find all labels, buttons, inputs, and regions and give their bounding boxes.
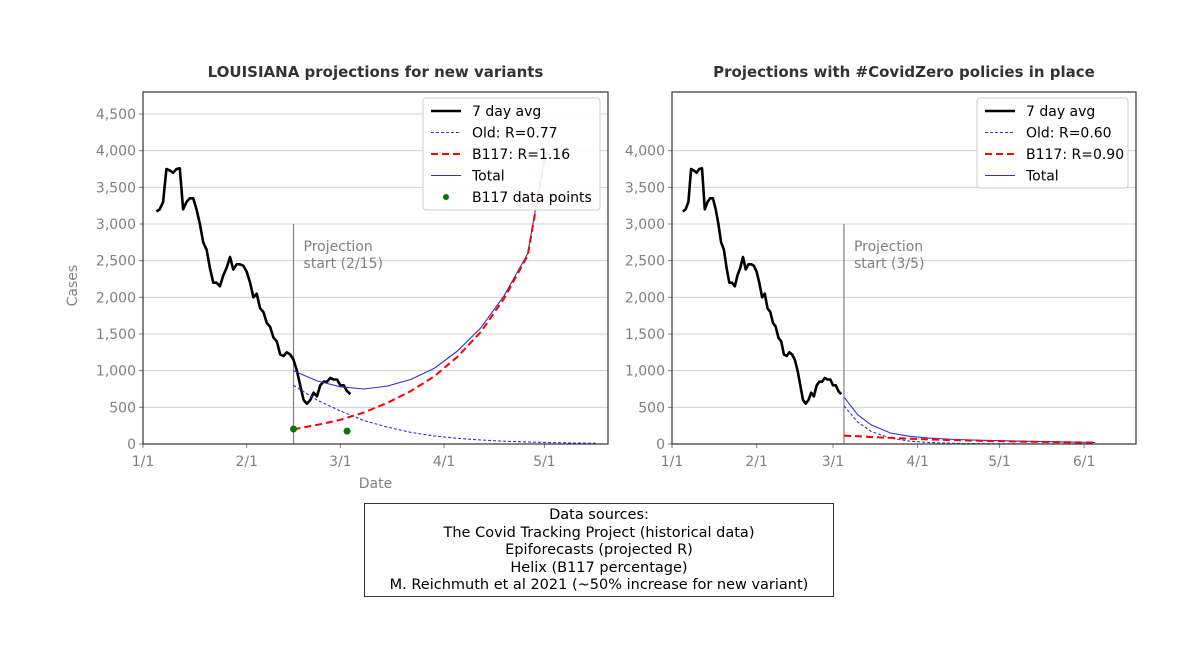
- chart-title: LOUISIANA projections for new variants: [208, 63, 544, 81]
- plot-frame: [142, 91, 609, 445]
- data-point: [343, 427, 351, 435]
- series-7-day-avg-line: [155, 167, 352, 405]
- projection-start-label: Projection: [854, 239, 923, 255]
- source-line: Epiforecasts (projected R): [505, 542, 693, 558]
- y-tick-label: 2,000: [625, 290, 665, 306]
- legend-entry: B117: R=1.16: [472, 147, 570, 163]
- data-point: [290, 425, 298, 433]
- y-tick-label: 500: [638, 400, 665, 416]
- legend-box: [422, 97, 601, 211]
- x-tick-label: 1/1: [661, 454, 684, 470]
- legend-entry: Old: R=0.60: [1026, 126, 1112, 142]
- y-tick-label: 3,000: [625, 217, 665, 233]
- y-tick-label: 4,500: [96, 107, 136, 123]
- series-total-line: [293, 158, 545, 390]
- series-b117-r-0-90-line: [843, 434, 1096, 444]
- y-tick-label: 3,000: [96, 217, 136, 233]
- y-tick-label: 1,500: [625, 327, 665, 343]
- x-tick-label: 4/1: [433, 454, 456, 470]
- legend: 7 day avg Old: R=0.77 B117: R=1.16 Total B11…: [422, 97, 601, 211]
- series-old-r-0-77-line: [293, 384, 599, 444]
- sources-heading: Data sources:: [549, 507, 649, 523]
- x-tick-label: 5/1: [988, 454, 1011, 470]
- y-tick-label: 3,500: [96, 180, 136, 196]
- y-tick-label: 2,500: [625, 254, 665, 270]
- legend-entry: B117: R=0.90: [1026, 147, 1124, 163]
- projection-start-label: start (2/15): [304, 256, 383, 272]
- y-tick-label: 4,000: [625, 144, 665, 160]
- y-tick-label: 0: [127, 437, 136, 453]
- source-line: Helix (B117 percentage): [510, 559, 688, 576]
- x-tick-label: 1/1: [132, 454, 155, 470]
- legend: 7 day avg Old: R=0.60 B117: R=0.90 Total: [976, 97, 1129, 189]
- series-b117-r-1-16-line: [293, 159, 546, 431]
- data-sources-box: Data sources: The Covid Tracking Project…: [364, 503, 834, 597]
- source-line: M. Reichmuth et al 2021 (~50% increase f…: [389, 577, 809, 593]
- y-tick-label: 1,500: [96, 327, 136, 343]
- plot-frame: [671, 91, 1137, 445]
- legend-entry: 7 day avg: [1026, 104, 1095, 120]
- source-line: The Covid Tracking Project (historical d…: [443, 524, 755, 541]
- chart-left: LOUISIANA projections for new variants 0 5…: [65, 63, 609, 492]
- y-tick-label: 4,000: [96, 144, 136, 160]
- legend-entry: Old: R=0.77: [472, 126, 558, 142]
- y-tick-label: 2,000: [96, 290, 136, 306]
- legend-box: [976, 97, 1129, 189]
- y-tick-label: 3,500: [625, 180, 665, 196]
- x-tick-label: 3/1: [822, 454, 845, 470]
- legend-swatch: [443, 194, 449, 200]
- x-tick-label: 2/1: [235, 454, 258, 470]
- x-axis-label: Date: [359, 476, 392, 492]
- legend-entry: B117 data points: [472, 190, 592, 206]
- y-tick-label: 2,500: [96, 254, 136, 270]
- projection-start-label: start (3/5): [854, 256, 925, 272]
- series-total-line: [843, 396, 1096, 444]
- projection-start-label: Projection: [304, 239, 373, 255]
- y-tick-label: 0: [656, 437, 665, 453]
- legend-entry: 7 day avg: [472, 104, 541, 120]
- x-tick-label: 6/1: [1073, 454, 1096, 470]
- chart-title: Projections with #CovidZero policies in …: [713, 63, 1095, 81]
- series-7-day-avg-line: [682, 167, 843, 405]
- x-tick-label: 3/1: [329, 454, 352, 470]
- legend-entry: Total: [1025, 169, 1059, 185]
- legend-entry: Total: [471, 169, 505, 185]
- x-tick-label: 4/1: [906, 454, 929, 470]
- y-tick-label: 500: [109, 400, 136, 416]
- x-tick-label: 2/1: [745, 454, 768, 470]
- y-axis-label: Cases: [65, 265, 81, 307]
- chart-right: Projections with #CovidZero policies in …: [625, 63, 1137, 470]
- y-tick-label: 1,000: [96, 364, 136, 380]
- x-tick-label: 5/1: [533, 454, 556, 470]
- y-tick-label: 1,000: [625, 364, 665, 380]
